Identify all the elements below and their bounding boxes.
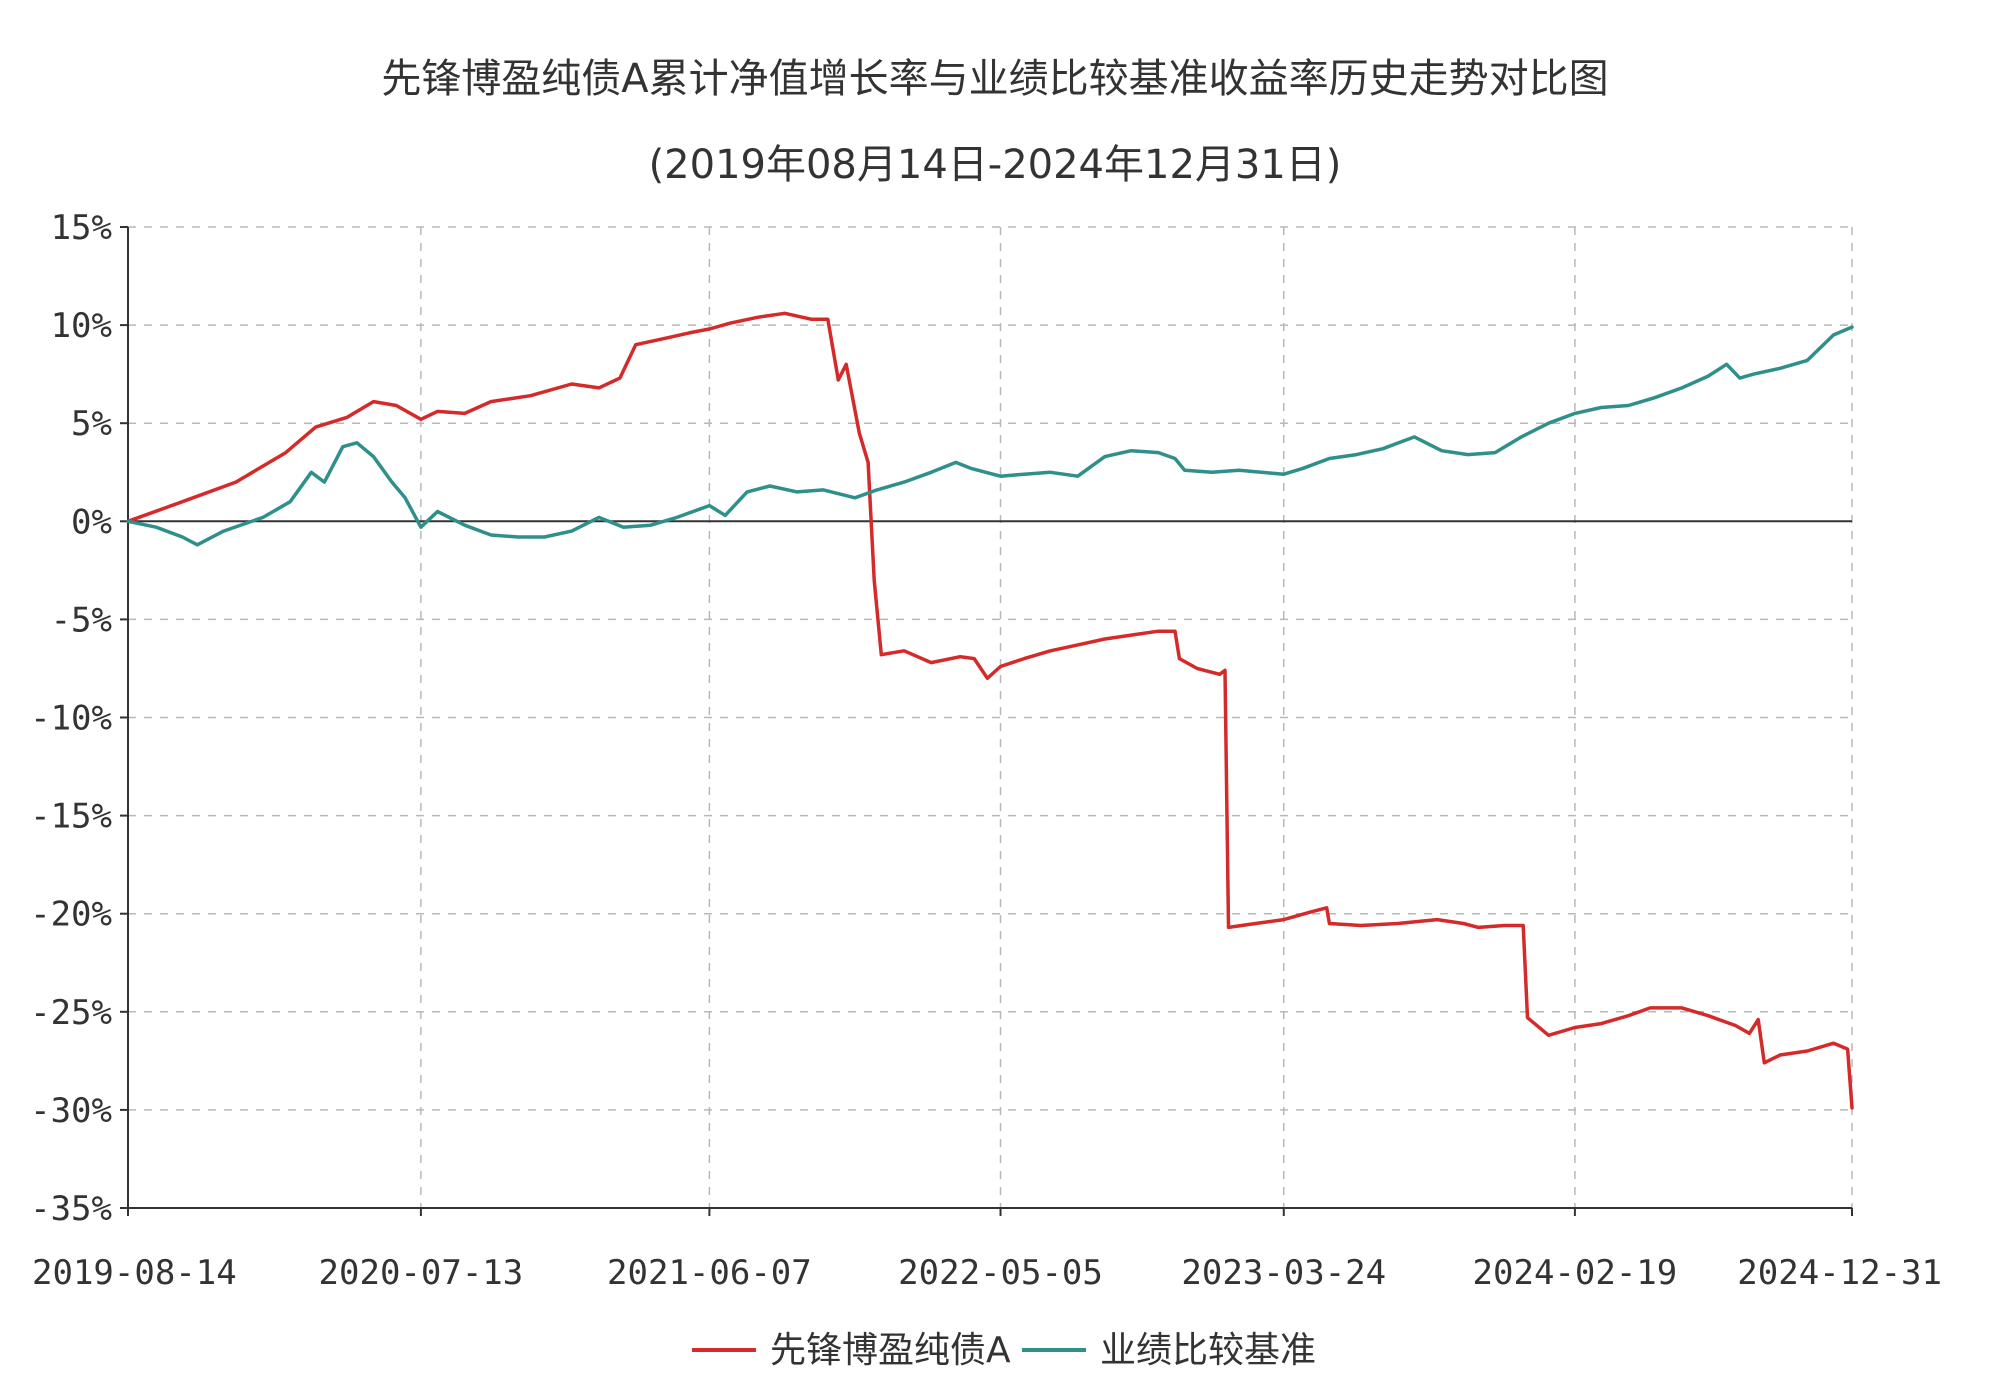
y-tick-label: 15% [51, 208, 112, 248]
y-tick-label: -20% [30, 895, 112, 935]
axes: 15% 10% 5% 0% -5% -10% -15% -20% -25% -30% -35% 201… [30, 208, 1942, 1293]
series-group [126, 311, 1854, 1110]
y-tick-label: -5% [51, 600, 112, 640]
y-tick-label: 0% [71, 502, 112, 542]
x-tick-label: 2019-08-14 [32, 1253, 237, 1293]
x-tick-label: 2022-05-05 [898, 1253, 1103, 1293]
y-tick-label: 10% [51, 306, 112, 346]
y-tick-label: -10% [30, 699, 112, 739]
y-tick-label: 5% [71, 404, 112, 444]
series-line-1 [126, 325, 1854, 547]
legend: 先锋博盈纯债A 业绩比较基准 [692, 1330, 1316, 1371]
x-tick-label: 2021-06-07 [607, 1253, 812, 1293]
x-tick-label: 2024-12-31 [1737, 1253, 1942, 1293]
grid [128, 226, 1853, 1209]
y-tick-label: -25% [30, 993, 112, 1033]
y-tick-label: -30% [30, 1091, 112, 1131]
legend-label-0: 先锋博盈纯债A [770, 1330, 1011, 1371]
chart-title: 先锋博盈纯债A累计净值增长率与业绩比较基准收益率历史走势对比图 [381, 56, 1608, 102]
y-tick-label: -15% [30, 797, 112, 837]
x-tick-label: 2020-07-13 [319, 1253, 524, 1293]
legend-label-1: 业绩比较基准 [1100, 1330, 1316, 1371]
series-line-0 [126, 311, 1854, 1110]
chart-subtitle: (2019年08月14日-2024年12月31日) [649, 142, 1342, 188]
x-tick-label: 2024-02-19 [1473, 1253, 1678, 1293]
y-tick-label: -35% [30, 1189, 112, 1229]
x-tick-label: 2023-03-24 [1181, 1253, 1386, 1293]
